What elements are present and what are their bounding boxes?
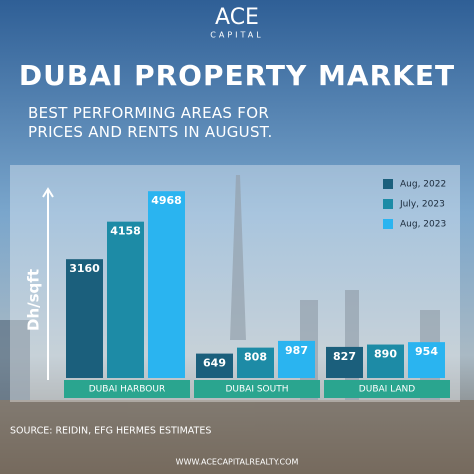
value-label: 954 <box>415 345 438 358</box>
category-band <box>324 380 450 398</box>
legend-swatch <box>383 219 393 229</box>
x-tick-label: DUBAI LAND <box>359 385 415 395</box>
value-label: 4158 <box>110 225 141 238</box>
bar <box>367 344 404 378</box>
chart-title: DUBAI PROPERTY MARKET <box>19 59 455 92</box>
legend-swatch <box>383 179 393 189</box>
source: SOURCE: REIDIN, EFG HERMES ESTIMATES <box>10 426 211 437</box>
footer-url: WWW.ACECAPITALREALTY.COM <box>176 458 299 467</box>
logo: ACE <box>215 5 259 30</box>
bar <box>107 221 144 378</box>
x-tick-label: DUBAI HARBOUR <box>89 385 165 395</box>
value-label: 4968 <box>151 194 182 207</box>
value-label: 987 <box>285 344 308 357</box>
bar <box>66 259 103 378</box>
y-axis-label: Dh/sqft <box>25 269 43 331</box>
bar <box>408 342 445 378</box>
legend-label: July, 2023 <box>399 200 445 210</box>
category-band <box>194 380 320 398</box>
legend-label: Aug, 2022 <box>400 180 446 190</box>
bar <box>196 353 233 378</box>
y-axis-arrow <box>42 187 54 198</box>
bar <box>326 346 363 378</box>
value-label: 808 <box>244 351 267 364</box>
value-label: 3160 <box>69 262 100 275</box>
legend-swatch <box>383 199 393 209</box>
subtitle: BEST PERFORMING AREAS FOR PRICES AND REN… <box>28 104 273 141</box>
bar <box>237 347 274 378</box>
bar <box>278 340 315 378</box>
value-label: 827 <box>333 350 356 363</box>
value-label: 890 <box>374 348 397 361</box>
logo-sub: CAPITAL <box>210 31 263 40</box>
bar <box>148 191 185 378</box>
value-label: 649 <box>203 357 226 370</box>
legend-label: Aug, 2023 <box>400 220 446 230</box>
category-band <box>64 380 190 398</box>
x-tick-label: DUBAI SOUTH <box>225 385 288 395</box>
